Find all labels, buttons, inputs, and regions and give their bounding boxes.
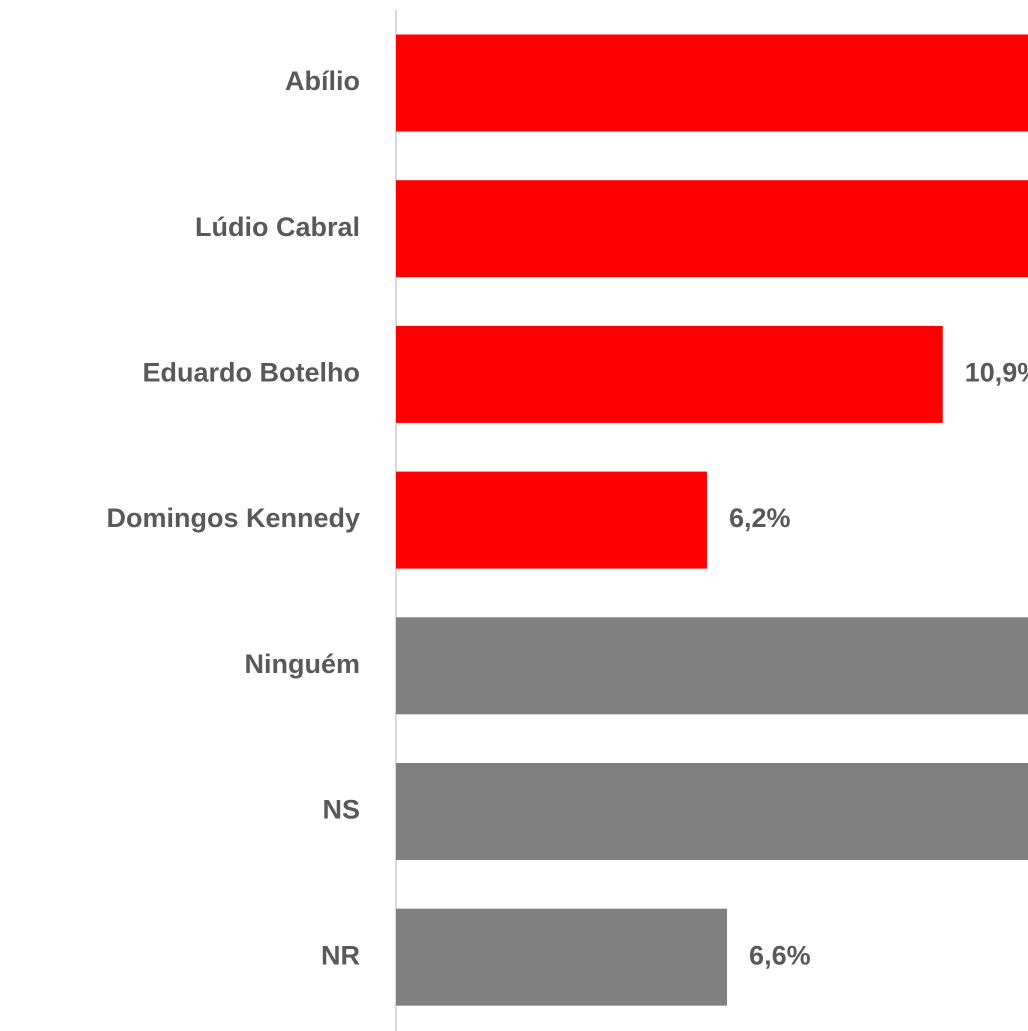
category-label: Lúdio Cabral (195, 212, 360, 242)
bar (396, 325, 943, 423)
bar (396, 617, 1028, 715)
bar (396, 471, 707, 569)
bar (396, 180, 1028, 278)
category-label: NS (322, 795, 360, 825)
bar (396, 34, 1028, 132)
value-label: 6,2% (729, 503, 791, 533)
category-label: NR (321, 940, 360, 970)
bar (396, 763, 1028, 860)
value-label: 10,9% (965, 358, 1028, 388)
category-label: Eduardo Botelho (143, 358, 361, 388)
value-label: 6,6% (749, 940, 811, 970)
category-label: Abílio (285, 66, 360, 96)
category-label: Domingos Kennedy (106, 503, 360, 533)
category-label: Ninguém (244, 649, 360, 679)
bar (396, 908, 728, 1006)
